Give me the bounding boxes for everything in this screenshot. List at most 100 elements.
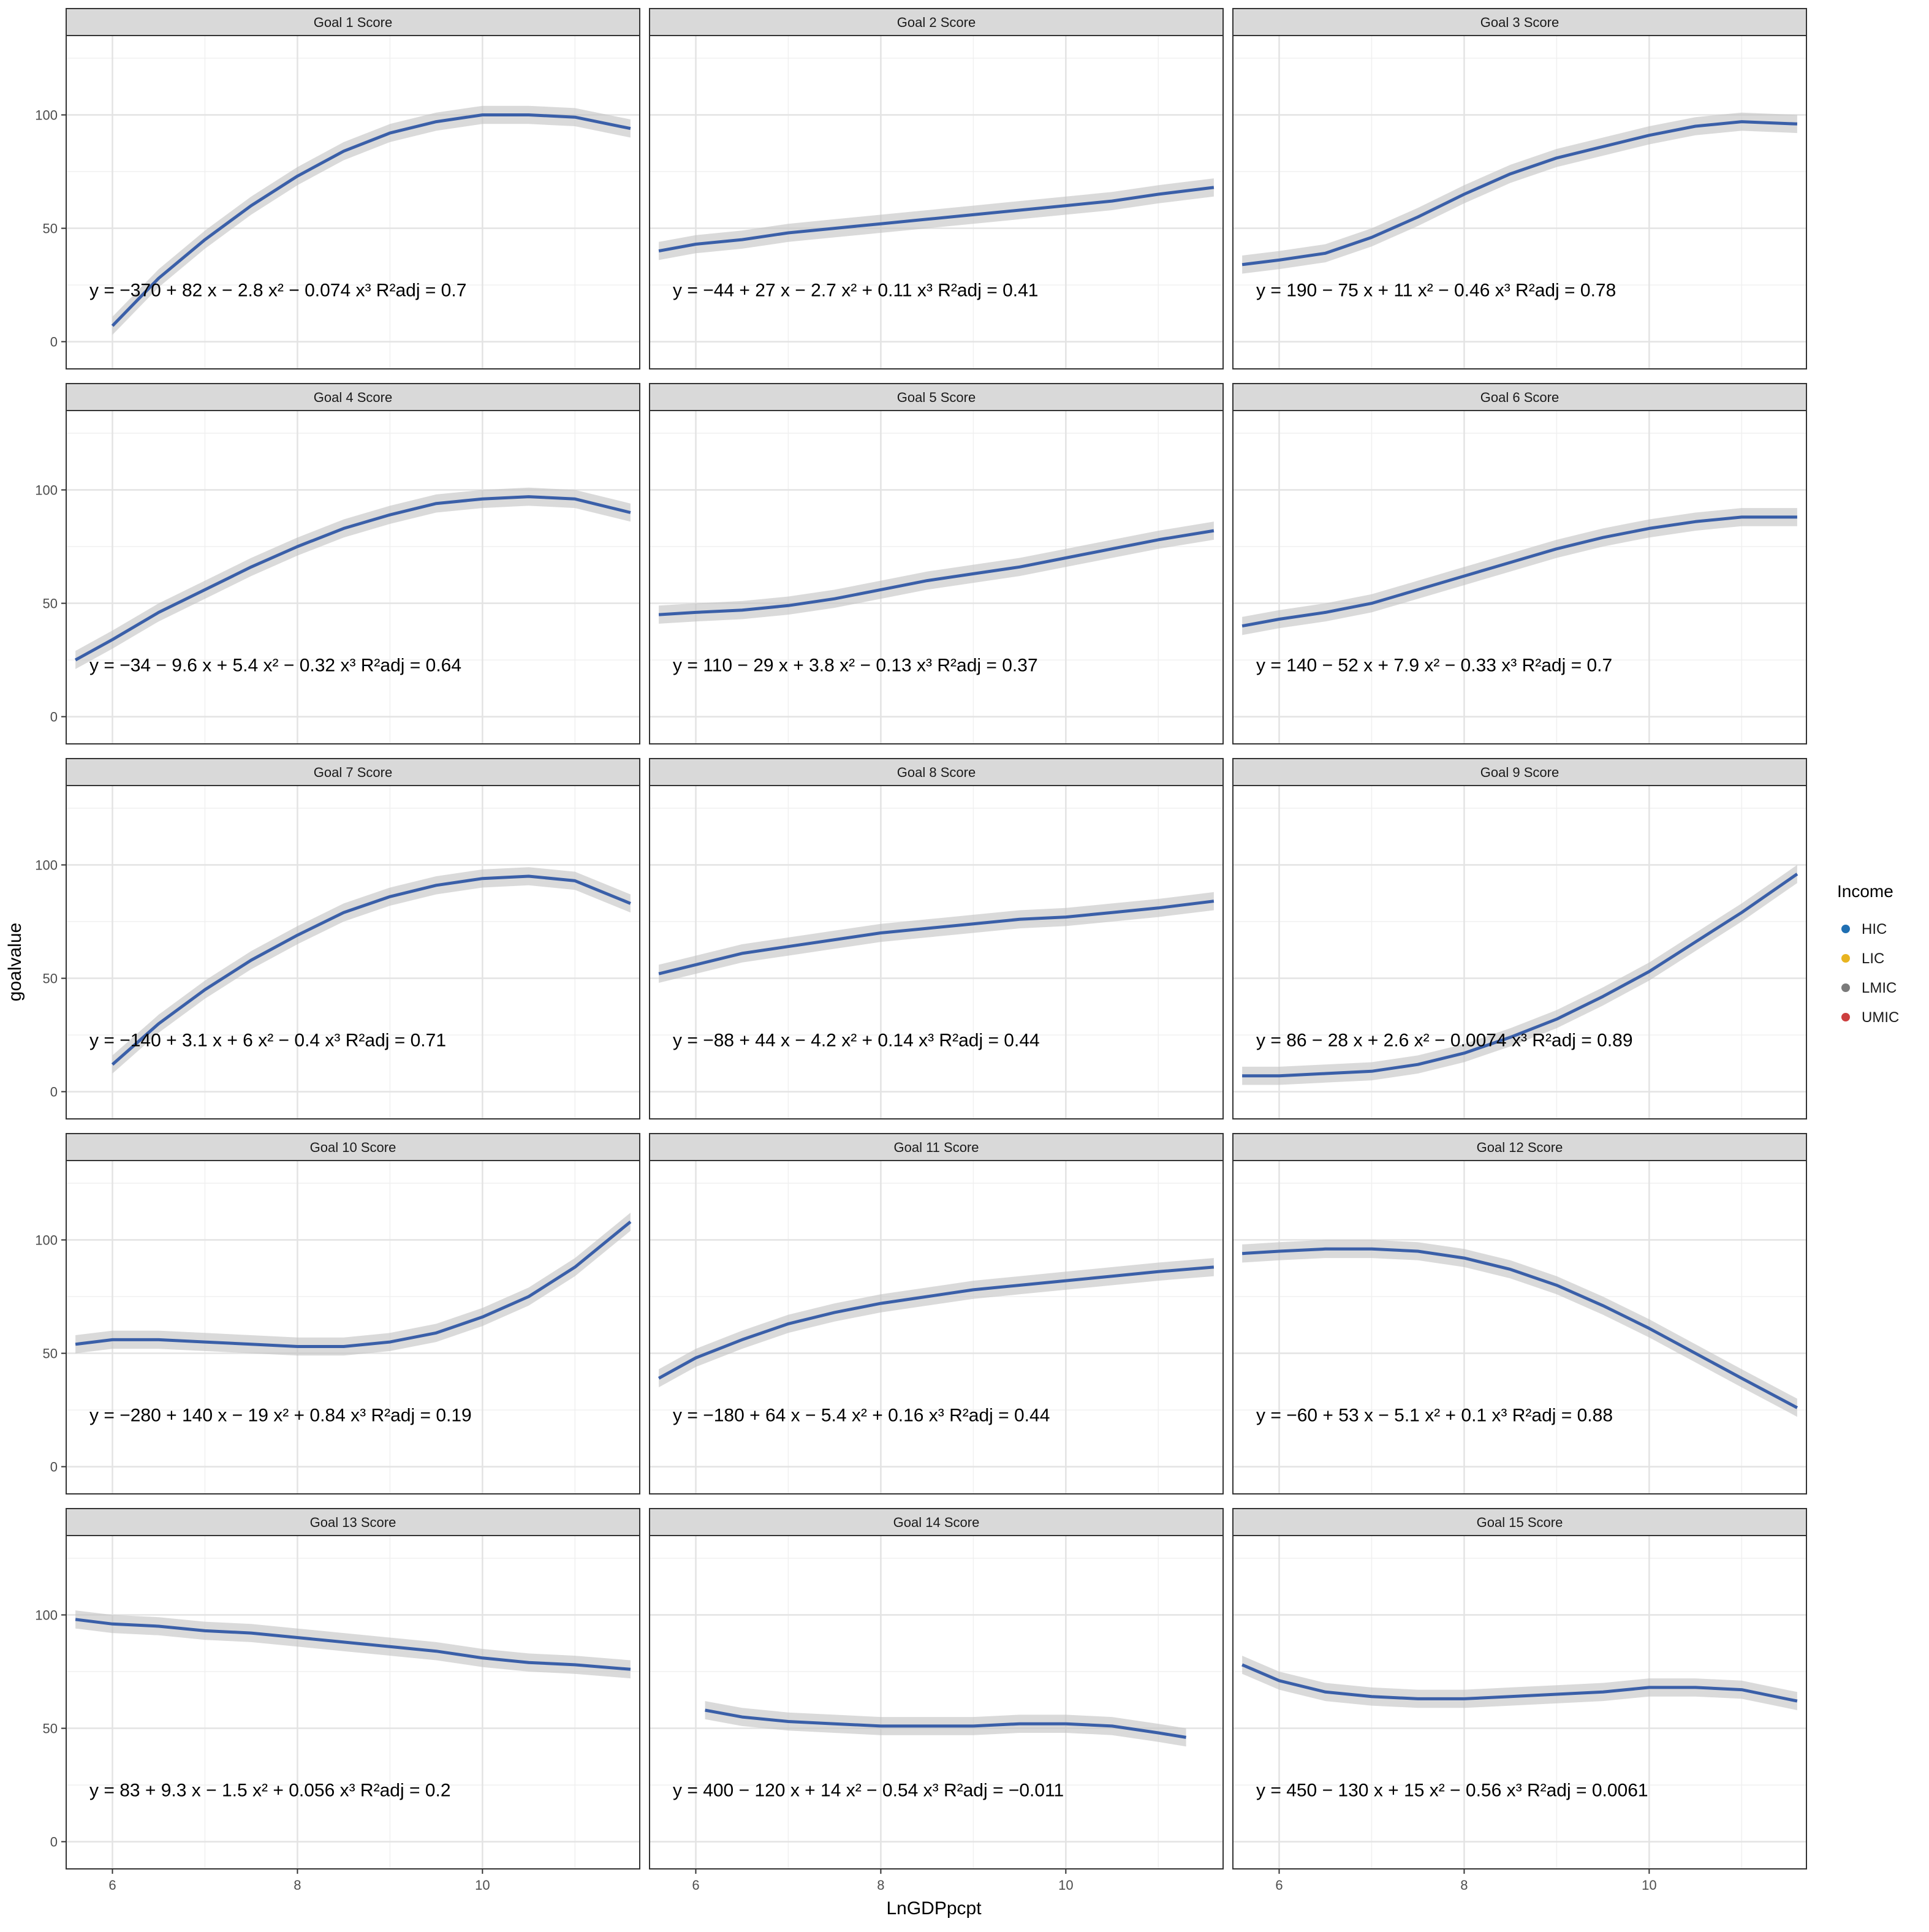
fit-line [111, 113, 631, 327]
y-tick-label: 50 [43, 971, 58, 987]
y-tick-label: 100 [35, 483, 58, 498]
y-tick-label: 50 [43, 1346, 58, 1362]
panel-title: Goal 15 Score [1477, 1515, 1563, 1530]
legend-swatch-umic [1841, 1013, 1850, 1021]
fit-equation: y = −60 + 53 x − 5.1 x² + 0.1 x³ R²adj =… [1256, 1406, 1613, 1426]
panel-strip [1232, 758, 1807, 786]
panel-strip [1232, 383, 1807, 411]
panel-title: Goal 1 Score [314, 15, 392, 30]
x-axis-title: LnGDPpcpt [886, 1898, 982, 1919]
panel-border [1232, 410, 1807, 744]
panel-border [1232, 35, 1807, 369]
panel-strip [1232, 8, 1807, 36]
panel-border [66, 35, 640, 369]
fit-line [658, 186, 1215, 253]
legend-label-umic: UMIC [1862, 1009, 1899, 1026]
panel-goal-14: Goal 14 Score y = 400 − 120 x + 14 x² − 0… [649, 1508, 1224, 1893]
panel-border [66, 410, 640, 744]
fit-equation: y = 86 − 28 x + 2.6 x² − 0.0074 x³ R²adj… [1256, 1031, 1633, 1051]
panel-strip [66, 383, 640, 411]
legend-title: Income [1837, 882, 1893, 901]
legend-swatch-hic [1841, 925, 1850, 933]
fit-equation: y = −140 + 3.1 x + 6 x² − 0.4 x³ R²adj =… [89, 1031, 446, 1051]
fit-equation: y = −280 + 140 x − 19 x² + 0.84 x³ R²adj… [89, 1406, 472, 1426]
confidence-band [659, 521, 1214, 624]
confidence-band [705, 1701, 1186, 1747]
fit-equation: y = −370 + 82 x − 2.8 x² − 0.074 x³ R²ad… [89, 281, 466, 301]
x-tick-label: 10 [475, 1877, 490, 1893]
panel-strip [649, 758, 1224, 786]
panel-border [1232, 1535, 1807, 1869]
y-tick-label: 0 [50, 1085, 58, 1100]
plot-area [650, 1536, 1223, 1869]
y-tick-label: 50 [43, 596, 58, 612]
y-tick-label: 0 [50, 1835, 58, 1850]
panel-title: Goal 11 Score [893, 1140, 979, 1155]
confidence-band [1242, 865, 1797, 1085]
confidence-band [1242, 508, 1797, 635]
fit-line [658, 529, 1215, 616]
panel-border [649, 1160, 1224, 1494]
y-axis-title: goalvalue [5, 923, 25, 1001]
y-tick-label: 100 [35, 858, 58, 873]
fit-line [74, 495, 631, 662]
panel-title: Goal 4 Score [314, 390, 392, 405]
confidence-band [75, 487, 631, 669]
panels-group: Goal 1 Score y = −370 + 82 x − 2.8 x² − 0… [35, 8, 1807, 1893]
fit-line [75, 1618, 631, 1671]
panel-goal-13: Goal 13 Score y = 83 + 9.3 x − 1.5 x² + 0… [35, 1508, 640, 1893]
panel-strip [649, 1508, 1224, 1536]
fit-equation: y = 400 − 120 x + 14 x² − 0.54 x³ R²adj … [673, 1781, 1064, 1801]
plot-area [1233, 36, 1806, 369]
fit-equation: y = 140 − 52 x + 7.9 x² − 0.33 x³ R²adj … [1256, 656, 1612, 676]
panel-title: Goal 13 Score [310, 1515, 396, 1530]
y-tick-label: 100 [35, 1608, 58, 1623]
panel-goal-12: Goal 12 Score y = −60 + 53 x − 5.1 x² + 0… [1232, 1133, 1807, 1494]
panel-title: Goal 3 Score [1480, 15, 1559, 30]
panel-goal-6: Goal 6 Score y = 140 − 52 x + 7.9 x² − 0.… [1232, 383, 1807, 744]
fit-equation: y = −88 + 44 x − 4.2 x² + 0.14 x³ R²adj … [673, 1031, 1040, 1051]
panel-title: Goal 14 Score [893, 1515, 980, 1530]
panel-border [649, 410, 1224, 744]
fit-line [658, 900, 1215, 975]
panel-title: Goal 10 Score [310, 1140, 396, 1155]
legend: Income HIC LIC LMIC UMIC [1837, 882, 1899, 1026]
panel-title: Goal 6 Score [1480, 390, 1559, 405]
panel-border [649, 1535, 1224, 1869]
fit-equation: y = 83 + 9.3 x − 1.5 x² + 0.056 x³ R²adj… [89, 1781, 451, 1801]
fit-equation: y = 450 − 130 x + 15 x² − 0.56 x³ R²adj … [1256, 1781, 1648, 1801]
plot-area [66, 1161, 640, 1494]
legend-label-hic: HIC [1862, 921, 1887, 938]
plot-area [66, 1536, 640, 1869]
x-tick-label: 6 [1275, 1877, 1283, 1893]
fit-line [658, 1265, 1215, 1380]
x-tick-label: 8 [877, 1877, 884, 1893]
fit-equation: y = −180 + 64 x − 5.4 x² + 0.16 x³ R²adj… [673, 1406, 1050, 1426]
plot-area [1233, 786, 1806, 1119]
y-tick-label: 100 [35, 108, 58, 123]
fit-line [75, 1220, 632, 1348]
x-tick-label: 8 [1460, 1877, 1468, 1893]
panel-border [649, 35, 1224, 369]
panel-goal-1: Goal 1 Score y = −370 + 82 x − 2.8 x² − 0… [35, 8, 640, 369]
x-tick-label: 6 [692, 1877, 699, 1893]
fit-equation: y = −44 + 27 x − 2.7 x² + 0.11 x³ R²adj … [673, 281, 1038, 301]
panel-goal-2: Goal 2 Score y = −44 + 27 x − 2.7 x² + 0.… [649, 8, 1224, 369]
panel-strip [66, 758, 640, 786]
panel-border [1232, 1160, 1807, 1494]
panel-goal-10: Goal 10 Score y = −280 + 140 x − 19 x² + … [35, 1133, 640, 1494]
y-tick-label: 0 [50, 710, 58, 725]
x-tick-label: 10 [1642, 1877, 1656, 1893]
y-tick-label: 50 [43, 1721, 58, 1737]
fit-equation: y = 190 − 75 x + 11 x² − 0.46 x³ R²adj =… [1256, 281, 1616, 301]
panel-goal-3: Goal 3 Score y = 190 − 75 x + 11 x² − 0.4… [1232, 8, 1807, 369]
panel-goal-4: Goal 4 Score y = −34 − 9.6 x + 5.4 x² − 0… [35, 383, 640, 744]
fit-line [1241, 1663, 1798, 1703]
fit-line [1241, 515, 1797, 628]
panel-goal-7: Goal 7 Score y = −140 + 3.1 x + 6 x² − 0.… [35, 758, 640, 1119]
panel-border [66, 785, 640, 1119]
fit-equation: y = 110 − 29 x + 3.8 x² − 0.13 x³ R²adj … [673, 656, 1038, 676]
panel-goal-11: Goal 11 Score y = −180 + 64 x − 5.4 x² + … [649, 1133, 1224, 1494]
panel-strip [649, 383, 1224, 411]
